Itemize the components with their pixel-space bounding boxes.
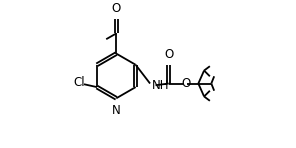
- Text: N: N: [112, 104, 121, 117]
- Text: O: O: [112, 2, 121, 15]
- Text: NH: NH: [152, 79, 170, 92]
- Text: O: O: [181, 77, 190, 90]
- Text: Cl: Cl: [73, 76, 85, 89]
- Text: O: O: [164, 48, 173, 61]
